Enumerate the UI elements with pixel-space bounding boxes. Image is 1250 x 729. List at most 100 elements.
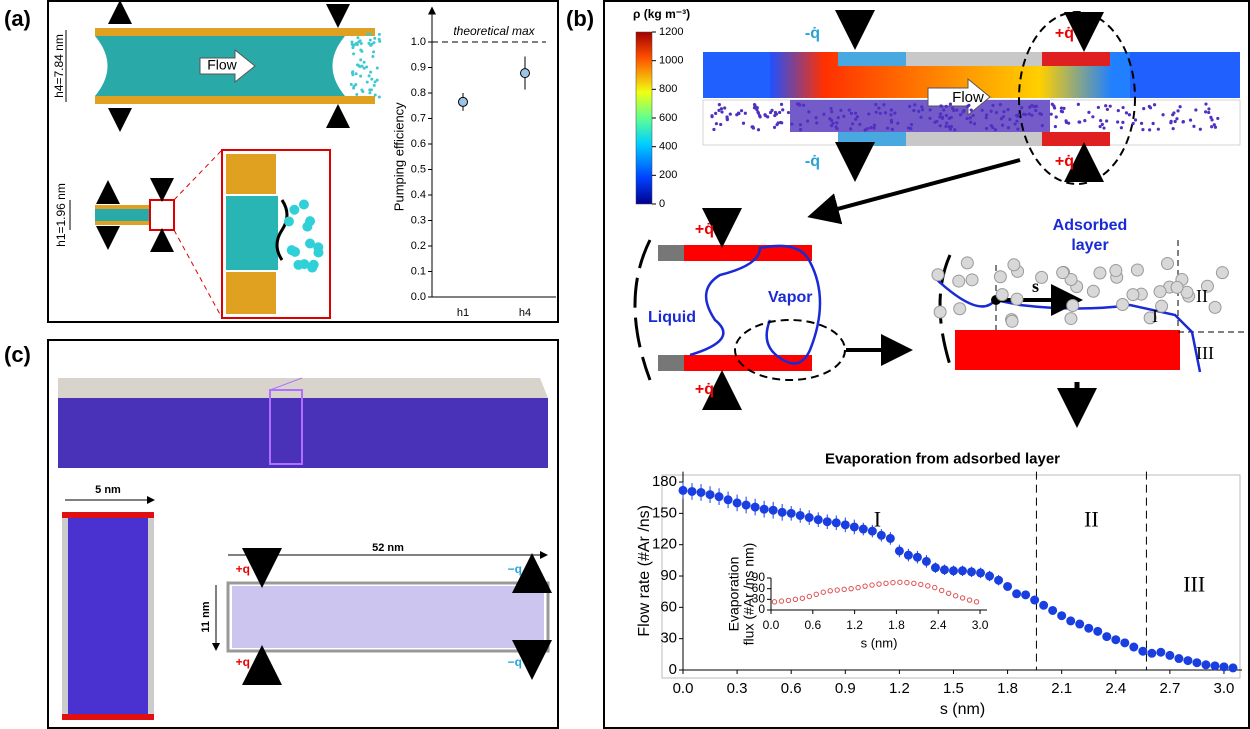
particle	[361, 65, 364, 68]
particle	[920, 105, 923, 108]
particle	[1182, 120, 1185, 123]
particle	[350, 83, 353, 86]
data-point	[842, 587, 846, 591]
particle	[1175, 117, 1178, 120]
particle	[1207, 107, 1210, 110]
atom	[290, 247, 300, 257]
data-point	[787, 509, 795, 517]
particle	[355, 93, 358, 96]
data-point	[760, 505, 768, 513]
particle	[882, 103, 885, 106]
particle	[1077, 103, 1080, 106]
particle	[830, 110, 833, 113]
particle	[1210, 118, 1213, 121]
data-point	[688, 487, 696, 495]
atom	[954, 303, 966, 315]
flow-label: Flow	[952, 89, 984, 106]
data-point	[1220, 663, 1228, 671]
data-point	[1202, 661, 1210, 669]
particle	[1007, 126, 1010, 129]
particle	[851, 122, 854, 125]
data-point	[986, 572, 994, 580]
particle	[961, 110, 964, 113]
atom	[1087, 285, 1099, 297]
dimension-label: 5 nm	[95, 484, 121, 496]
particle	[908, 105, 911, 108]
colorbar-tick-label: 600	[659, 112, 677, 124]
height-label: h1=1.96 nm	[54, 183, 68, 247]
atom	[1065, 313, 1077, 325]
data-point	[1031, 596, 1039, 604]
y-tick-label: 90	[660, 567, 677, 584]
particle	[952, 109, 955, 112]
particle	[1087, 111, 1090, 114]
data-point	[926, 584, 930, 588]
particle	[778, 111, 781, 114]
data-point	[742, 501, 750, 509]
y-tick-label: 0.9	[411, 61, 426, 73]
particle	[874, 103, 877, 106]
particle	[985, 127, 988, 130]
data-point	[904, 551, 912, 559]
y-tick-label: 0.7	[411, 112, 426, 124]
data-point	[1022, 591, 1030, 599]
particle	[1055, 115, 1058, 118]
particle	[889, 113, 892, 116]
particle	[352, 44, 355, 47]
particle	[854, 112, 857, 115]
figure: (a) (b) (c) Flow h4=7.84 nm h1=1.96 nm	[0, 0, 1250, 729]
x-tick-label: 0.3	[727, 680, 748, 697]
data-point	[977, 569, 985, 577]
particle	[374, 94, 377, 97]
particle	[774, 111, 777, 114]
y-tick-label: 150	[652, 504, 677, 521]
data-point	[940, 588, 944, 592]
heat-label: +q	[236, 655, 250, 669]
data-point	[1040, 601, 1048, 609]
particle	[1053, 106, 1056, 109]
particle	[1189, 119, 1192, 122]
data-point	[912, 581, 916, 585]
heat-label: −q	[508, 655, 522, 669]
y-tick-label: 0.6	[411, 138, 426, 150]
data-point	[835, 588, 839, 592]
particle	[1091, 115, 1094, 118]
particle	[802, 104, 805, 107]
data-point	[733, 499, 741, 507]
data-point	[1013, 590, 1021, 598]
particle	[356, 36, 359, 39]
particle	[848, 109, 851, 112]
x-tick-label: 0.0	[763, 618, 780, 632]
dimension-label: 11 nm	[200, 601, 212, 632]
particle	[1105, 119, 1108, 122]
y-tick-label: 60	[660, 598, 677, 615]
particle	[950, 125, 953, 128]
particle	[945, 105, 948, 108]
atom	[953, 275, 965, 287]
particle	[1172, 127, 1175, 130]
data-point	[715, 493, 723, 501]
particle	[1199, 128, 1202, 131]
data-point	[823, 518, 831, 526]
panel-label: (b)	[566, 6, 594, 31]
particle	[1134, 118, 1137, 121]
x-tick-label: h1	[457, 307, 469, 319]
reference-label: theoretical max	[453, 24, 535, 38]
particle	[1116, 120, 1119, 123]
particle	[799, 128, 802, 131]
particle	[1210, 125, 1213, 128]
particle	[1106, 108, 1109, 111]
x-tick-label: 1.5	[943, 680, 964, 697]
particle	[1015, 120, 1018, 123]
y-tick-label: 0.4	[411, 189, 426, 201]
data-point	[1175, 655, 1183, 663]
atom	[1067, 300, 1079, 312]
data-point	[960, 596, 964, 600]
particle	[831, 122, 834, 125]
particle	[359, 75, 362, 78]
particle	[939, 112, 942, 115]
data-point	[1229, 664, 1237, 672]
heat-label: +q	[236, 562, 250, 576]
particle	[814, 116, 817, 119]
region-label: III	[1196, 343, 1214, 363]
